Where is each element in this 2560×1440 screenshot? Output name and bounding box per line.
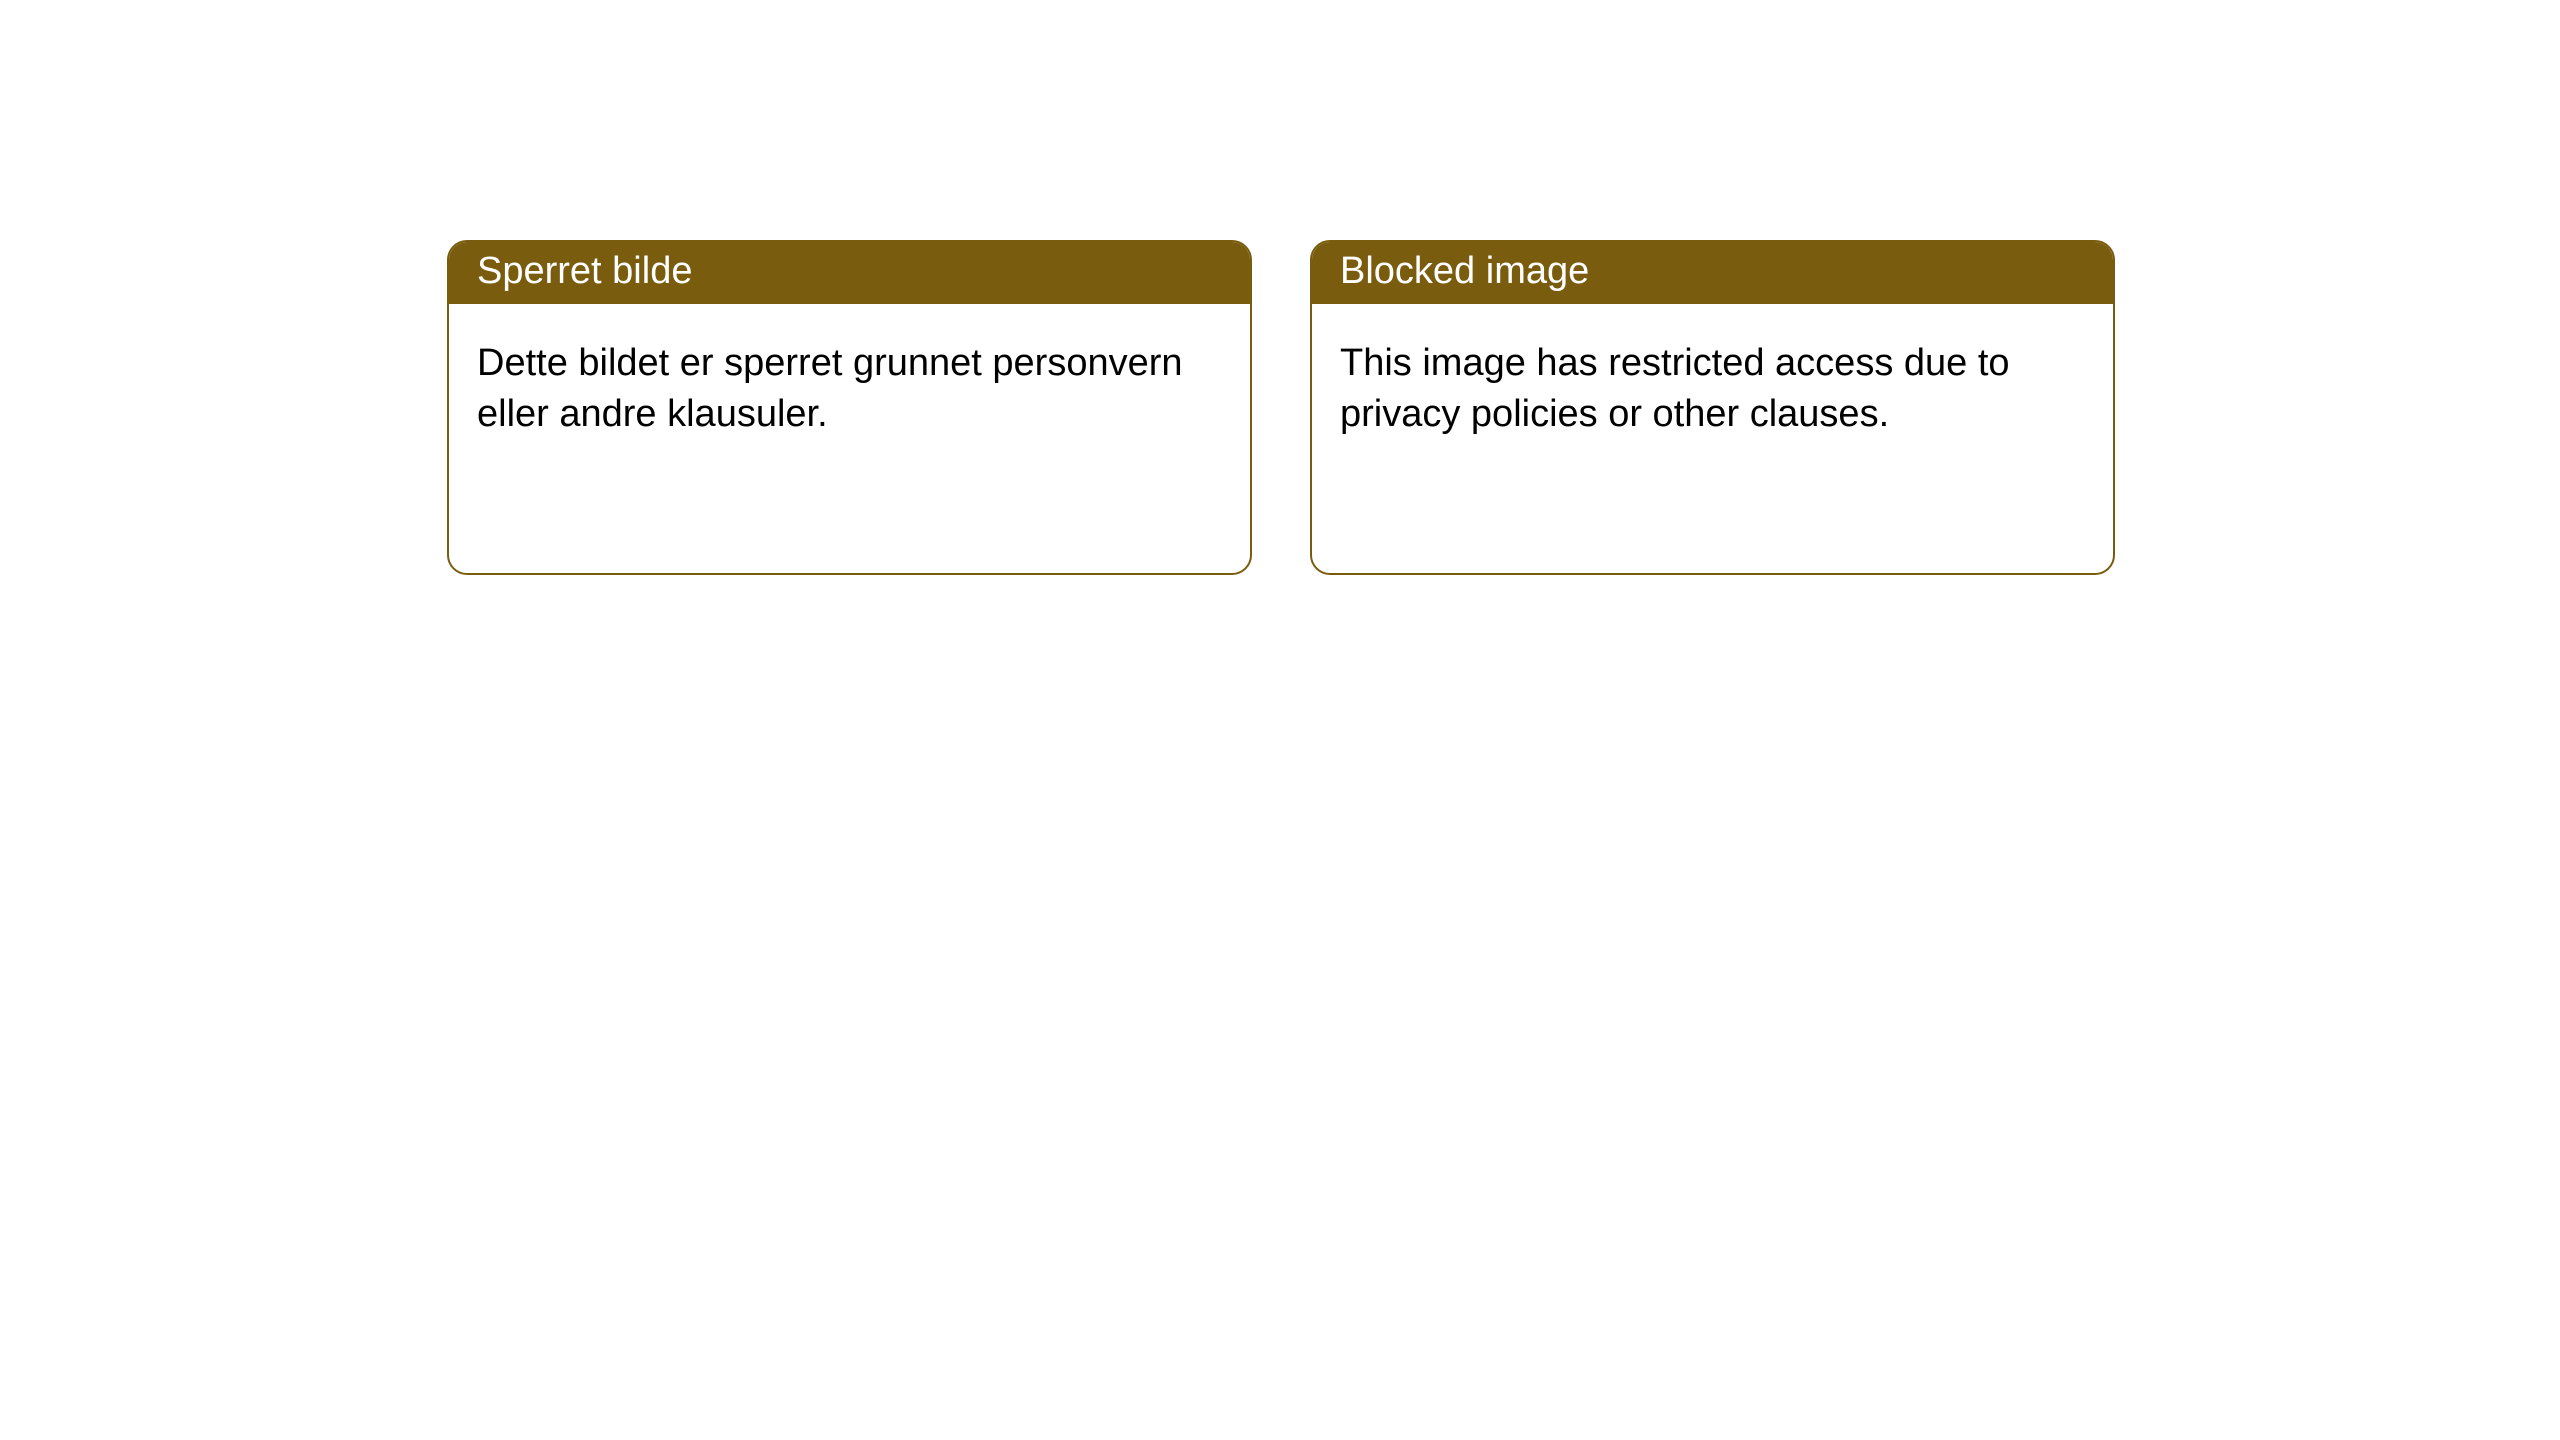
card-title: Sperret bilde [477,250,692,293]
card-body: Dette bildet er sperret grunnet personve… [449,304,1250,475]
card-body: This image has restricted access due to … [1312,304,2113,475]
card-title: Blocked image [1340,250,1589,293]
card-header: Blocked image [1312,242,2113,304]
notice-card-english: Blocked image This image has restricted … [1310,240,2115,575]
notice-card-norwegian: Sperret bilde Dette bildet er sperret gr… [447,240,1252,575]
card-body-text: This image has restricted access due to … [1340,342,2010,435]
card-header: Sperret bilde [449,242,1250,304]
card-body-text: Dette bildet er sperret grunnet personve… [477,342,1183,435]
notice-container: Sperret bilde Dette bildet er sperret gr… [0,0,2560,575]
